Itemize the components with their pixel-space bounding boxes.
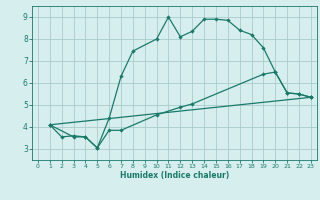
X-axis label: Humidex (Indice chaleur): Humidex (Indice chaleur): [120, 171, 229, 180]
